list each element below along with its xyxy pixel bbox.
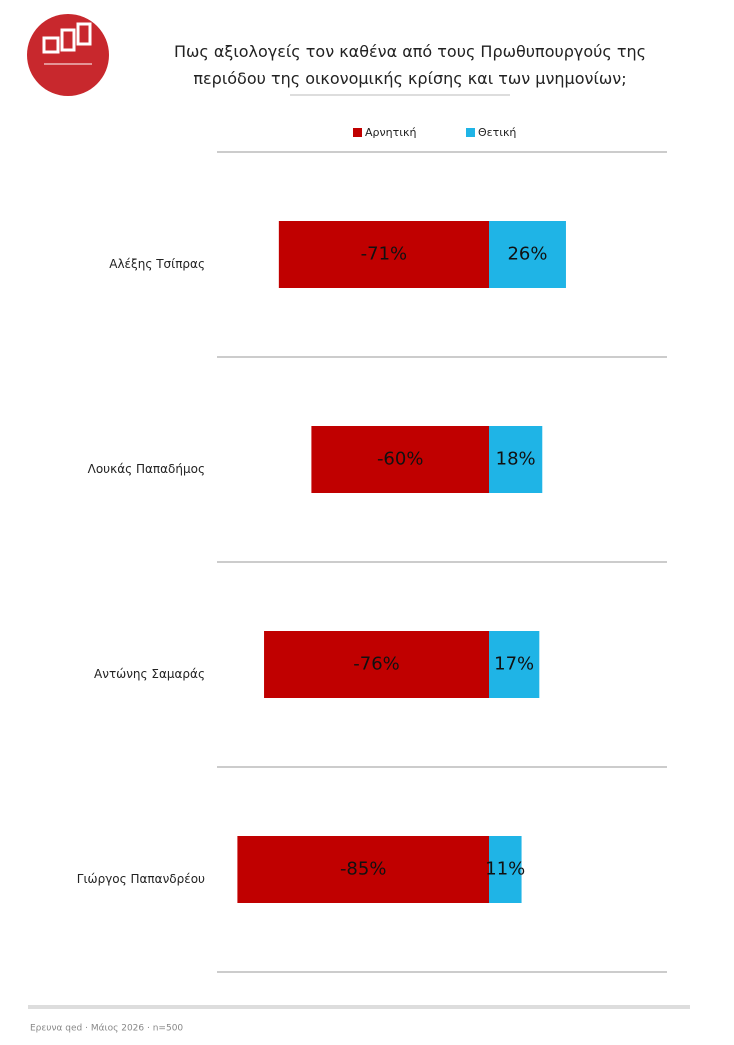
- bar: [264, 631, 489, 698]
- bar: [278, 221, 489, 288]
- legend-swatch: [466, 128, 475, 137]
- value-label: 18%: [496, 449, 536, 470]
- bar: [489, 221, 566, 288]
- category-label: Γιώργος Παπανδρέου: [77, 872, 205, 886]
- value-label: 26%: [507, 244, 547, 265]
- value-label: -76%: [353, 654, 400, 675]
- legend-label: Αρνητική: [365, 126, 416, 139]
- category-label: Αλέξης Τσίπρας: [109, 257, 205, 271]
- bar: [489, 631, 540, 698]
- bar: [489, 836, 522, 903]
- logo: [27, 14, 109, 96]
- value-label: -85%: [340, 859, 387, 880]
- bar: [311, 426, 489, 493]
- category-label: Αντώνης Σαμαράς: [94, 667, 205, 681]
- legend-swatch: [353, 128, 362, 137]
- title-box: Πως αξιολογείς τον καθένα από τους Πρωθυ…: [173, 42, 647, 88]
- chart-title: Πως αξιολογείς τον καθένα από τους Πρωθυ…: [173, 42, 647, 88]
- footer: Ερευνα qed · Μάιος 2026 · n=500: [30, 1024, 183, 1034]
- value-label: -71%: [361, 244, 408, 265]
- value-label: 11%: [485, 859, 525, 880]
- legend-label: Θετική: [478, 126, 516, 139]
- value-label: 17%: [494, 654, 534, 675]
- value-label: -60%: [377, 449, 424, 470]
- bar: [489, 426, 543, 493]
- bar: [237, 836, 489, 903]
- category-label: Λουκάς Παπαδήμος: [88, 462, 205, 476]
